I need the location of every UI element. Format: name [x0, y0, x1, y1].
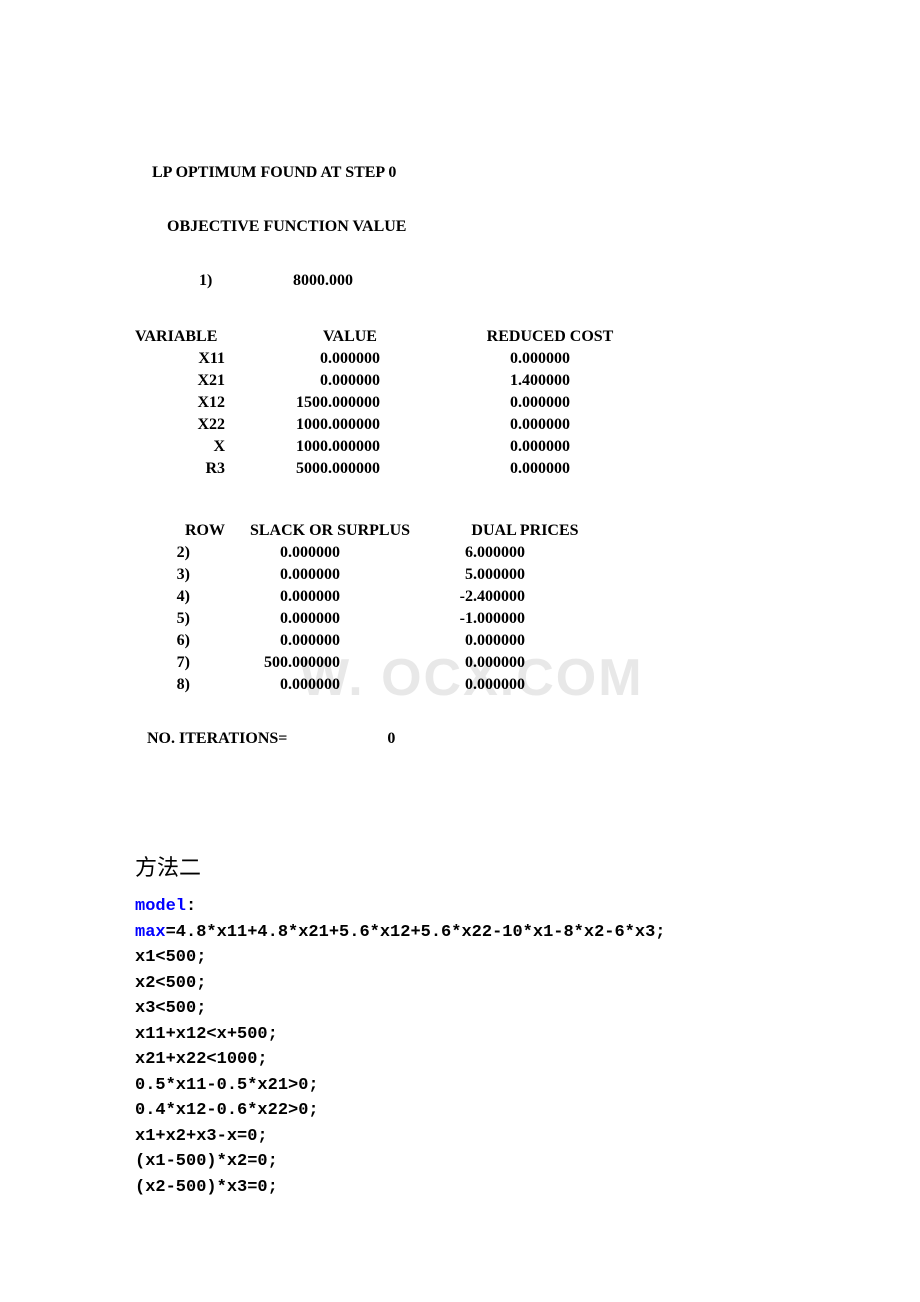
variable-reduced-cost: 0.000000 [440, 394, 570, 412]
variable-name: X [135, 438, 235, 456]
variable-row: X110.0000000.000000 [135, 350, 785, 368]
constraint-row: 3)0.000000 5.000000 [135, 566, 785, 584]
var-header-variable: VARIABLE [135, 328, 285, 346]
row-header-slack: SLACK OR SURPLUS [225, 522, 435, 540]
slack-value: 0.000000 [190, 676, 340, 694]
objective-row-label: 1) [199, 272, 289, 290]
variable-name: X22 [135, 416, 235, 434]
variable-row: X210.000000 1.400000 [135, 372, 785, 390]
row-label: 4) [135, 588, 190, 606]
dual-price: 6.000000 [395, 544, 525, 562]
dual-price: -1.000000 [395, 610, 525, 628]
objective-value-line: 1) 8000.000 [199, 272, 785, 290]
row-label: 2) [135, 544, 190, 562]
method2-title: 方法二 [135, 850, 785, 882]
code-text: x21+x22<1000; [135, 1050, 268, 1069]
constraint-row: 7)500.000000 0.000000 [135, 654, 785, 672]
variable-value: 1000.000000 [235, 416, 390, 434]
variable-reduced-cost: 1.400000 [440, 372, 570, 390]
document-content: LP OPTIMUM FOUND AT STEP 0 OBJECTIVE FUN… [135, 164, 785, 1200]
code-text: x11+x12<x+500; [135, 1025, 278, 1044]
row-label: 6) [135, 632, 190, 650]
code-line: x21+x22<1000; [135, 1047, 785, 1073]
code-line: (x2-500)*x3=0; [135, 1175, 785, 1201]
code-text: x1<500; [135, 948, 206, 967]
code-line: x1<500; [135, 945, 785, 971]
dual-price: 0.000000 [395, 654, 525, 672]
slack-value: 0.000000 [190, 588, 340, 606]
code-line: max=4.8*x11+4.8*x21+5.6*x12+5.6*x22-10*x… [135, 920, 785, 946]
constraint-row: 5)0.000000 -1.000000 [135, 610, 785, 628]
code-text: (x2-500)*x3=0; [135, 1178, 278, 1197]
var-header-value: VALUE [285, 328, 415, 346]
code-text: =4.8*x11+4.8*x21+5.6*x12+5.6*x22-10*x1-8… [166, 923, 666, 942]
variable-value: 0.000000 [235, 350, 390, 368]
variable-value: 1500.000000 [235, 394, 390, 412]
dual-price: 5.000000 [395, 566, 525, 584]
iterations-line: NO. ITERATIONS=0 [147, 730, 785, 748]
slack-value: 0.000000 [190, 566, 340, 584]
code-line: x3<500; [135, 996, 785, 1022]
variable-value: 0.000000 [235, 372, 390, 390]
code-line: model: [135, 894, 785, 920]
objective-value: 8000.000 [293, 272, 353, 289]
dual-price: -2.400000 [395, 588, 525, 606]
code-line: (x1-500)*x2=0; [135, 1149, 785, 1175]
iterations-value: 0 [287, 730, 395, 748]
row-label: 7) [135, 654, 190, 672]
code-block: model:max=4.8*x11+4.8*x21+5.6*x12+5.6*x2… [135, 894, 785, 1200]
variable-name: X12 [135, 394, 235, 412]
variable-value: 1000.000000 [235, 438, 390, 456]
variable-name: X21 [135, 372, 235, 390]
constraint-row: 2)0.000000 6.000000 [135, 544, 785, 562]
variable-value: 5000.000000 [235, 460, 390, 478]
code-text: 0.5*x11-0.5*x21>0; [135, 1076, 319, 1095]
var-header-reduced: REDUCED COST [455, 328, 645, 346]
slack-value: 0.000000 [190, 610, 340, 628]
code-line: x1+x2+x3-x=0; [135, 1124, 785, 1150]
code-line: x2<500; [135, 971, 785, 997]
code-text: x3<500; [135, 999, 206, 1018]
constraint-row: 6)0.0000000.000000 [135, 632, 785, 650]
lp-optimum-header: LP OPTIMUM FOUND AT STEP 0 [152, 164, 785, 182]
variable-reduced-cost: 0.000000 [440, 438, 570, 456]
variable-row: X1000.000000 0.000000 [135, 438, 785, 456]
row-header-dual: DUAL PRICES [435, 522, 615, 540]
code-line: 0.4*x12-0.6*x22>0; [135, 1098, 785, 1124]
code-text: : [186, 897, 196, 916]
variable-row: X221000.000000 0.000000 [135, 416, 785, 434]
slack-value: 0.000000 [190, 544, 340, 562]
variable-name: X11 [135, 350, 235, 368]
constraint-row: 8)0.0000000.000000 [135, 676, 785, 694]
code-text: x1+x2+x3-x=0; [135, 1127, 268, 1146]
iterations-label: NO. ITERATIONS= [147, 730, 287, 747]
objective-function-header: OBJECTIVE FUNCTION VALUE [167, 218, 785, 236]
slack-value: 0.000000 [190, 632, 340, 650]
code-keyword: model [135, 897, 186, 916]
row-header-row: ROW [135, 522, 225, 540]
dual-price: 0.000000 [395, 632, 525, 650]
row-label: 5) [135, 610, 190, 628]
code-text: (x1-500)*x2=0; [135, 1152, 278, 1171]
rows-table: ROW SLACK OR SURPLUS DUAL PRICES 2)0.000… [135, 522, 785, 694]
slack-value: 500.000000 [190, 654, 340, 672]
variable-name: R3 [135, 460, 235, 478]
code-text: 0.4*x12-0.6*x22>0; [135, 1101, 319, 1120]
code-line: x11+x12<x+500; [135, 1022, 785, 1048]
variables-table: VARIABLE VALUE REDUCED COST X110.0000000… [135, 328, 785, 478]
code-line: 0.5*x11-0.5*x21>0; [135, 1073, 785, 1099]
code-text: x2<500; [135, 974, 206, 993]
constraint-row: 4)0.000000 -2.400000 [135, 588, 785, 606]
code-keyword: max [135, 923, 166, 942]
row-label: 8) [135, 676, 190, 694]
variable-reduced-cost: 0.000000 [440, 416, 570, 434]
dual-price: 0.000000 [395, 676, 525, 694]
rows-header-row: ROW SLACK OR SURPLUS DUAL PRICES [135, 522, 785, 540]
variables-header-row: VARIABLE VALUE REDUCED COST [135, 328, 785, 346]
variable-reduced-cost: 0.000000 [440, 350, 570, 368]
variable-row: R35000.000000 0.000000 [135, 460, 785, 478]
variable-row: X121500.000000 0.000000 [135, 394, 785, 412]
variable-reduced-cost: 0.000000 [440, 460, 570, 478]
row-label: 3) [135, 566, 190, 584]
